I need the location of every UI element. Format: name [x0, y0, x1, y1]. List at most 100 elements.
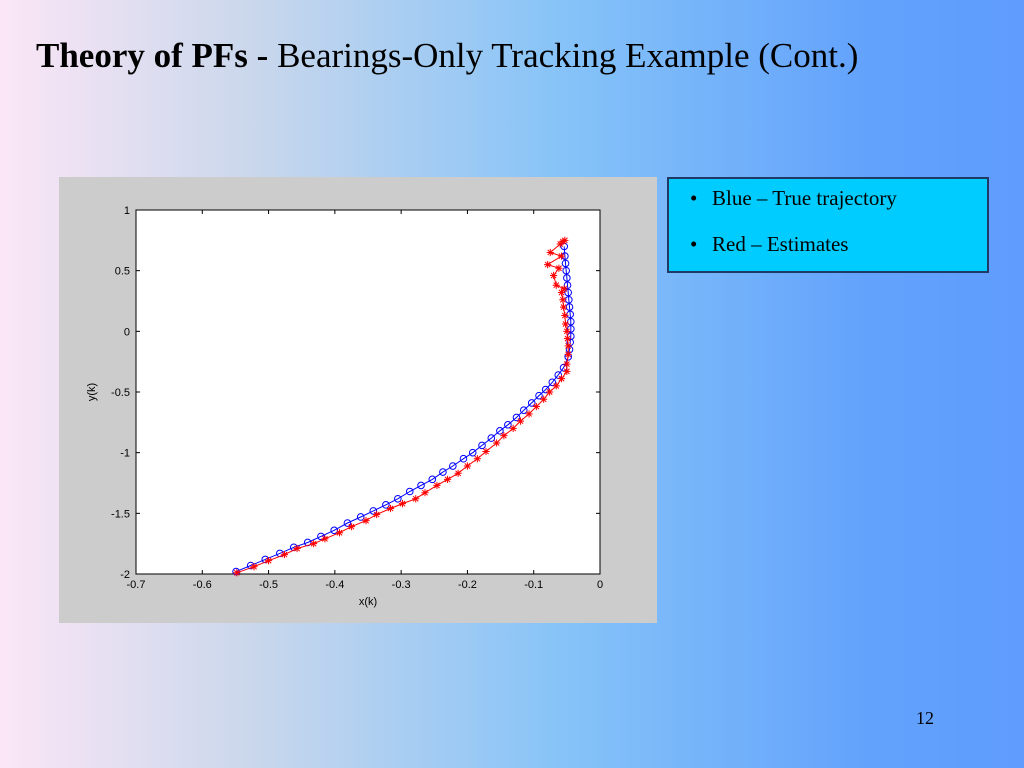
x-tick-label: -0.6 [193, 579, 212, 591]
bullet-item-true-trajectory: • Blue – True trajectory [687, 187, 987, 210]
estimate-point [492, 439, 501, 447]
estimate-point [552, 281, 560, 289]
estimate-point [233, 569, 241, 577]
trajectory-chart: -0.7 -0.6 -0.5 -0.4 -0.3 -0.2 -0.1 0 -2 -1.5 -1 -0.… [86, 205, 603, 608]
true-trajectory-point [417, 481, 425, 490]
slide-title-bold: Theory of PFs - [36, 36, 278, 75]
estimate-point [509, 424, 517, 432]
true-trajectory-line [235, 246, 572, 573]
x-tick-label: 0 [597, 579, 603, 591]
chart-figure: -0.7 -0.6 -0.5 -0.4 -0.3 -0.2 -0.1 0 -2 -1.5 -1 -0.… [59, 177, 657, 623]
estimate-point [433, 481, 441, 490]
slide-title: Theory of PFs - Bearings-Only Tracking E… [36, 36, 858, 76]
estimate-point [532, 402, 540, 411]
estimate-point [454, 469, 462, 477]
y-tick-label: 1 [124, 205, 130, 217]
true-trajectory-point [561, 259, 570, 268]
true-trajectory-point [563, 274, 571, 282]
true-trajectory-point [382, 501, 390, 509]
true-trajectory-point [566, 310, 574, 319]
estimates-line [236, 239, 569, 574]
true-trajectory-point [343, 519, 352, 527]
true-trajectory-point [439, 468, 447, 476]
estimate-point [250, 563, 258, 571]
true-trajectory-point [512, 413, 521, 422]
true-trajectory-point [504, 420, 512, 429]
x-tick-label: -0.5 [259, 579, 278, 591]
true-trajectory-point [527, 399, 536, 407]
x-tick-label: -0.3 [392, 579, 411, 591]
estimate-point [557, 252, 566, 260]
bullet-list: • Blue – True trajectory • Red – Estimates [687, 187, 987, 256]
estimate-point [559, 303, 568, 311]
page-number: 12 [916, 708, 934, 728]
estimate-point [555, 264, 563, 272]
estimate-point [412, 495, 420, 503]
bullet-text: Blue – True trajectory [712, 186, 897, 210]
x-axis-label: x(k) [359, 596, 377, 608]
estimate-point [500, 432, 508, 440]
estimate-point [335, 529, 344, 537]
true-trajectory-point [519, 406, 528, 414]
estimate-point [561, 320, 570, 328]
estimate-point [557, 288, 566, 297]
y-tick-label: -1 [120, 448, 130, 460]
bullet-item-estimates: • Red – Estimates [687, 233, 987, 256]
estimate-point [321, 535, 329, 543]
estimate-point [544, 261, 552, 269]
true-trajectory-point [356, 513, 365, 521]
estimate-point [563, 327, 571, 335]
bullet-icon: • [690, 186, 698, 210]
estimate-point [540, 395, 548, 403]
estimate-point [310, 540, 318, 548]
x-tick-label: -0.7 [127, 579, 146, 591]
estimate-point [559, 296, 567, 304]
estimate-point [347, 523, 356, 531]
true-trajectory-point [478, 441, 486, 450]
y-tick-label: -0.5 [111, 387, 130, 399]
true-trajectory-point [405, 487, 414, 496]
estimate-point [563, 367, 571, 375]
estimate-point [473, 455, 481, 463]
y-tick-label: -2 [120, 569, 130, 581]
estimate-point [564, 350, 572, 358]
true-trajectory-point [459, 454, 468, 463]
estimate-point [563, 360, 571, 368]
true-trajectory-point [487, 434, 496, 442]
estimate-point [550, 271, 558, 280]
estimate-point [525, 410, 533, 418]
estimate-point [264, 557, 273, 565]
true-trajectory-point [548, 378, 557, 387]
bullet-text: Red – Estimates [712, 232, 849, 256]
y-axis-label: y(k) [86, 383, 98, 401]
estimate-point [280, 550, 289, 559]
true-trajectory-point [562, 266, 570, 275]
legend-box: • Blue – True trajectory • Red – Estimates [667, 177, 989, 273]
estimate-point [293, 544, 301, 553]
estimate-point [443, 475, 452, 483]
estimate-point [564, 342, 572, 350]
estimate-point [398, 500, 407, 508]
estimate-point [482, 447, 490, 456]
estimate-point [373, 510, 381, 519]
bullet-icon: • [690, 232, 698, 256]
estimate-point [421, 489, 429, 497]
slide-title-rest: Bearings-Only Tracking Example (Cont.) [277, 36, 859, 75]
estimate-point [561, 311, 569, 320]
x-tick-label: -0.1 [524, 579, 543, 591]
true-trajectory-point [468, 448, 477, 457]
estimate-point [463, 462, 472, 470]
true-trajectory-point [496, 427, 504, 435]
y-tick-label: 0 [124, 326, 130, 338]
y-tick-label: -1.5 [111, 508, 130, 520]
estimate-point [563, 335, 572, 343]
estimate-point [559, 237, 567, 246]
estimate-point [561, 236, 569, 244]
true-trajectory-point [394, 494, 402, 503]
x-tick-label: -0.4 [325, 579, 344, 591]
x-tick-label: -0.2 [458, 579, 477, 591]
true-trajectory-point [449, 462, 457, 470]
estimate-point [552, 382, 560, 390]
true-trajectory-point [428, 475, 437, 484]
estimate-point [557, 375, 566, 383]
